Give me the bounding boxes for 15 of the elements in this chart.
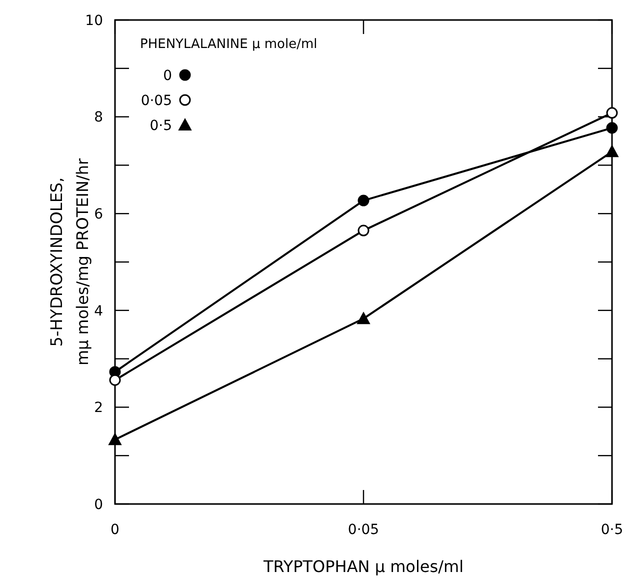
x-tick-label: 0: [110, 522, 120, 538]
x-tick-label: 0·05: [348, 522, 380, 538]
legend-label: 0·05: [140, 92, 172, 109]
y-tick-label: 0: [94, 496, 103, 513]
y-tick-label: 2: [94, 400, 103, 416]
y-tick-label: 8: [94, 110, 103, 126]
legend-label: 0: [163, 68, 172, 84]
y-tick-label: 6: [94, 206, 104, 222]
y-axis-title: 5-HYDROXYINDOLES, mμ moles/mg PROTEIN/hr: [47, 158, 92, 366]
y-tick-label: 10: [85, 12, 103, 29]
legend-label: 0·5: [150, 118, 172, 134]
legend-title: PHENYLALANINE μ mole/ml: [140, 37, 318, 52]
y-tick-label: 4: [94, 303, 104, 320]
x-axis-title: TRYPTOPHAN μ moles/ml: [262, 557, 464, 576]
x-tick-label: 0·5: [600, 522, 624, 538]
